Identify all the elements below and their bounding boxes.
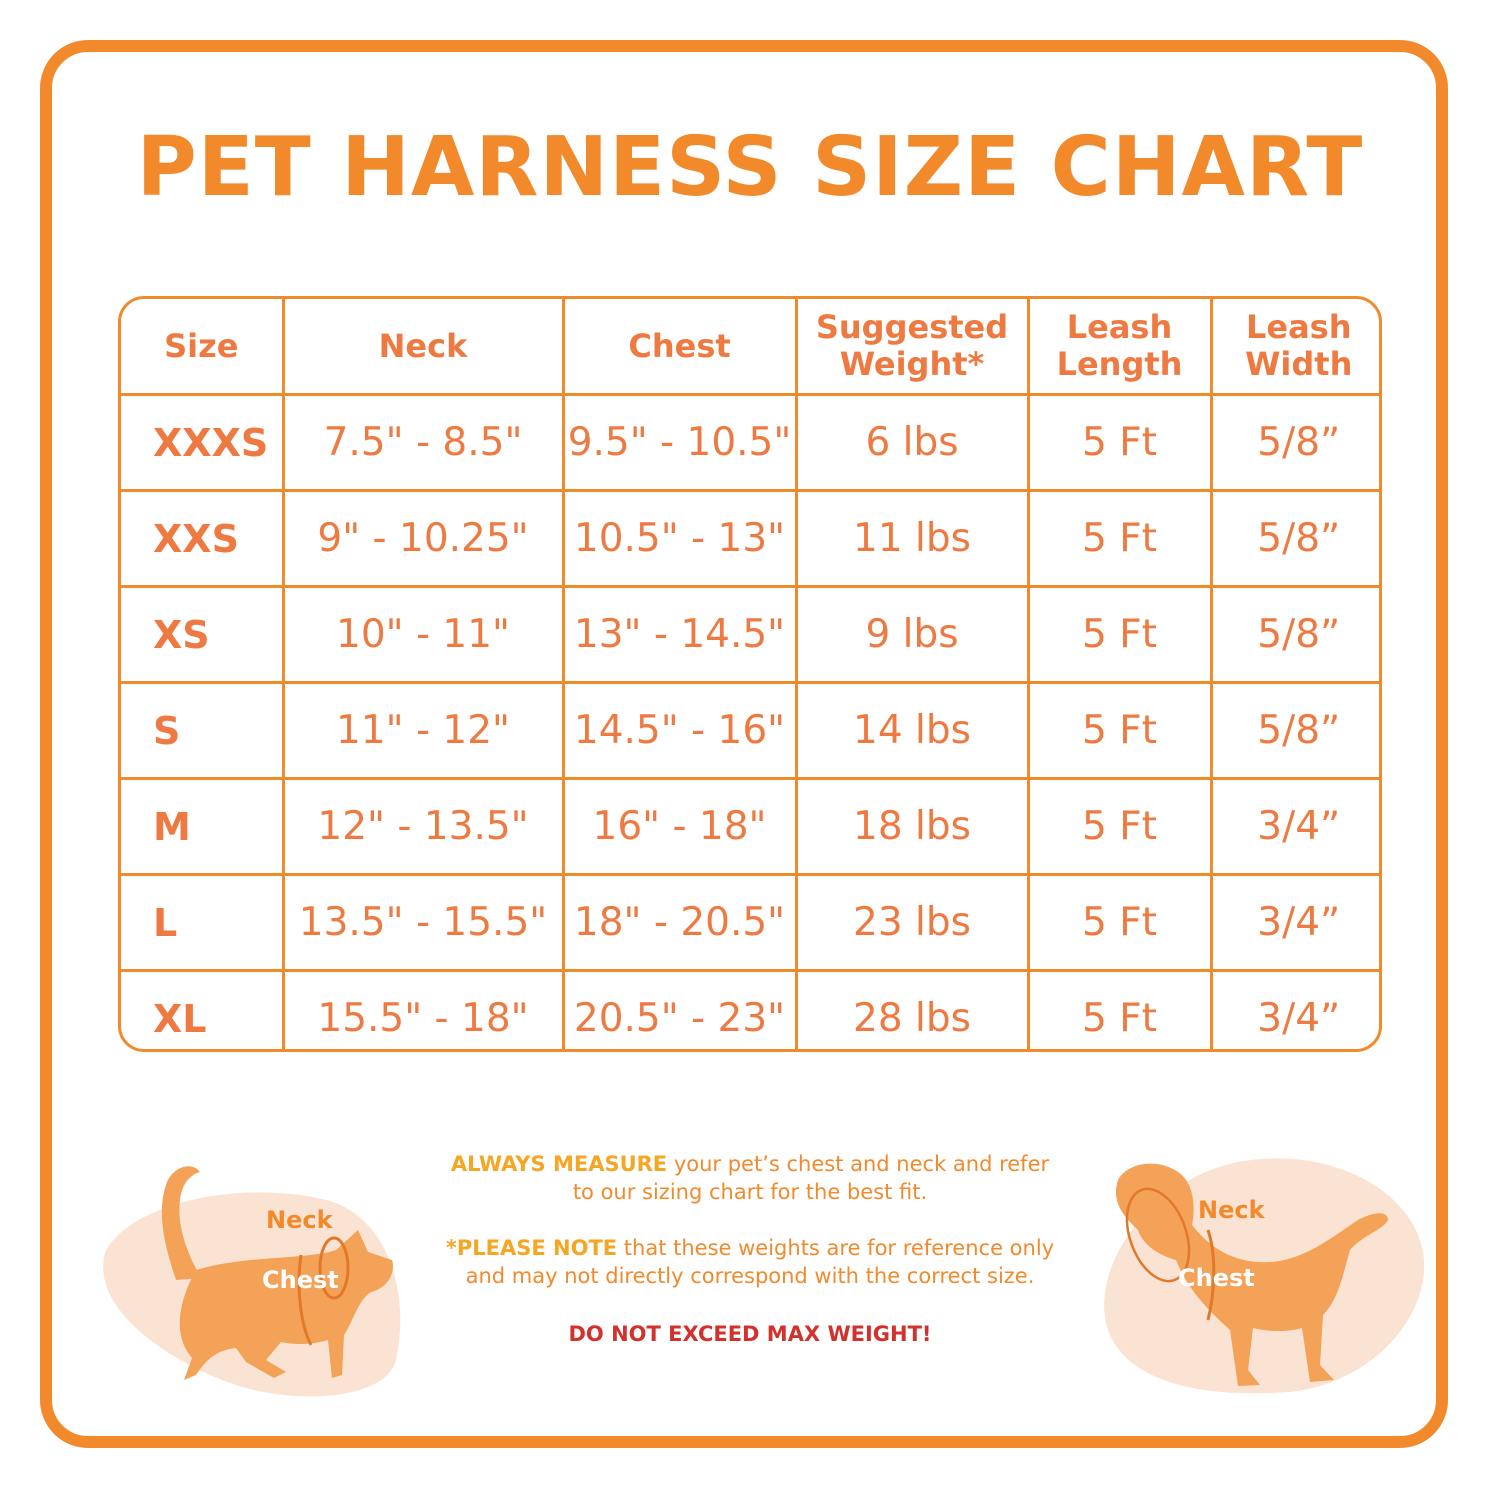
- table-cell: 5 Ft: [1026, 585, 1213, 684]
- column-header: Leash Length: [1026, 299, 1213, 396]
- table-row: XL 15.5" - 18" 20.5" - 23" 28 lbs 5 Ft 3/4”: [121, 969, 1379, 1049]
- table-cell: 6 lbs: [794, 393, 1030, 492]
- note-line-1: *PLEASE NOTE that these weights are for …: [410, 1234, 1090, 1262]
- table-cell: 5 Ft: [1026, 393, 1213, 492]
- column-header-text: Width: [1245, 345, 1353, 383]
- table-cell: 28 lbs: [794, 969, 1030, 1049]
- always-measure-text: ALWAYS MEASURE: [450, 1152, 668, 1176]
- table-row: XS 10" - 11" 13" - 14.5" 9 lbs 5 Ft 5/8”: [121, 585, 1379, 684]
- table-header-row: Size Neck Chest Suggested Weight* Leash Length…: [121, 299, 1379, 396]
- table-cell: 3/4”: [1209, 873, 1379, 972]
- table-cell: 14.5" - 16": [561, 681, 798, 780]
- column-header-text: Neck: [378, 326, 468, 365]
- table-cell: 13.5" - 15.5": [281, 873, 565, 972]
- please-note-text: *PLEASE NOTE: [445, 1236, 618, 1260]
- column-header: Leash Width: [1209, 299, 1379, 396]
- table-cell: 13" - 14.5": [561, 585, 798, 684]
- cat-chest-label: Chest: [262, 1266, 339, 1294]
- measure-rest-text: your pet’s chest and neck and refer: [667, 1152, 1050, 1176]
- table-cell: 15.5" - 18": [281, 969, 565, 1049]
- table-row: M 12" - 13.5" 16" - 18" 18 lbs 5 Ft 3/4”: [121, 777, 1379, 876]
- table-cell: 10.5" - 13": [561, 489, 798, 588]
- table-cell: 9.5" - 10.5": [561, 393, 798, 492]
- column-header-text: Chest: [628, 326, 731, 365]
- dog-chest-label: Chest: [1178, 1264, 1255, 1292]
- table-cell: 18" - 20.5": [561, 873, 798, 972]
- column-header-text: Leash: [1245, 308, 1352, 346]
- measurement-notes: ALWAYS MEASURE your pet’s chest and neck…: [410, 1150, 1090, 1348]
- table-cell: 5/8”: [1209, 681, 1379, 780]
- column-header-text: Length: [1056, 345, 1183, 383]
- column-header: Size: [121, 299, 285, 396]
- column-header: Neck: [281, 299, 565, 396]
- table-cell: 5/8”: [1209, 393, 1379, 492]
- size-cell: L: [121, 873, 285, 972]
- column-header-text: Size: [164, 326, 239, 365]
- table-cell: 20.5" - 23": [561, 969, 798, 1049]
- table-cell: 5/8”: [1209, 585, 1379, 684]
- table-cell: 16" - 18": [561, 777, 798, 876]
- cat-chest-line-icon: [297, 1254, 313, 1346]
- table-cell: 3/4”: [1209, 777, 1379, 876]
- column-header-text: Leash: [1066, 308, 1173, 346]
- table-row: S 11" - 12" 14.5" - 16" 14 lbs 5 Ft 5/8”: [121, 681, 1379, 780]
- cat-illustration: [103, 1166, 401, 1397]
- size-cell: XL: [121, 969, 285, 1049]
- column-header-text: Suggested: [815, 308, 1009, 346]
- column-header: Chest: [561, 299, 798, 396]
- table-cell: 12" - 13.5": [281, 777, 565, 876]
- dog-chest-line-icon: [1206, 1229, 1216, 1321]
- table-row: XXXS 7.5" - 8.5" 9.5" - 10.5" 6 lbs 5 Ft 5/8”: [121, 393, 1379, 492]
- dog-silhouette-icon: [1116, 1163, 1388, 1386]
- dog-illustration: [1104, 1158, 1425, 1394]
- size-cell: XXXS: [121, 393, 285, 492]
- table-cell: 5 Ft: [1026, 681, 1213, 780]
- table-cell: 7.5" - 8.5": [281, 393, 565, 492]
- table-cell: 5 Ft: [1026, 969, 1213, 1049]
- table-cell: 9 lbs: [794, 585, 1030, 684]
- table-cell: 23 lbs: [794, 873, 1030, 972]
- table-cell: 5 Ft: [1026, 777, 1213, 876]
- cat-silhouette-icon: [161, 1166, 394, 1380]
- measure-line-2: to our sizing chart for the best fit.: [572, 1180, 928, 1204]
- note-rest-text: that these weights are for reference onl…: [617, 1236, 1055, 1260]
- table-cell: 18 lbs: [794, 777, 1030, 876]
- max-weight-warning: DO NOT EXCEED MAX WEIGHT!: [568, 1322, 932, 1346]
- table-cell: 9" - 10.25": [281, 489, 565, 588]
- size-cell: M: [121, 777, 285, 876]
- column-header-text: Weight*: [839, 345, 985, 383]
- size-cell: S: [121, 681, 285, 780]
- measure-line-1: ALWAYS MEASURE your pet’s chest and neck…: [410, 1150, 1090, 1178]
- size-table-container: Size Neck Chest Suggested Weight* Leash Length…: [118, 296, 1382, 1052]
- cat-neck-loop-icon: [318, 1236, 350, 1300]
- table-cell: 5 Ft: [1026, 489, 1213, 588]
- size-cell: XXS: [121, 489, 285, 588]
- table-cell: 3/4”: [1209, 969, 1379, 1049]
- table-cell: 5 Ft: [1026, 873, 1213, 972]
- cat-neck-label: Neck: [266, 1206, 333, 1234]
- page-title: PET HARNESS SIZE CHART: [136, 120, 1364, 215]
- table-cell: 10" - 11": [281, 585, 565, 684]
- dog-neck-label: Neck: [1198, 1196, 1265, 1224]
- table-cell: 14 lbs: [794, 681, 1030, 780]
- table-cell: 11 lbs: [794, 489, 1030, 588]
- note-line-2: and may not directly correspond with the…: [465, 1264, 1035, 1288]
- table-cell: 5/8”: [1209, 489, 1379, 588]
- dog-neck-loop-icon: [1125, 1187, 1191, 1283]
- table-row: XXS 9" - 10.25" 10.5" - 13" 11 lbs 5 Ft 5/8”: [121, 489, 1379, 588]
- size-table: Size Neck Chest Suggested Weight* Leash Length…: [121, 299, 1379, 1049]
- column-header: Suggested Weight*: [794, 299, 1030, 396]
- table-cell: 11" - 12": [281, 681, 565, 780]
- size-cell: XS: [121, 585, 285, 684]
- table-row: L 13.5" - 15.5" 18" - 20.5" 23 lbs 5 Ft 3/4”: [121, 873, 1379, 972]
